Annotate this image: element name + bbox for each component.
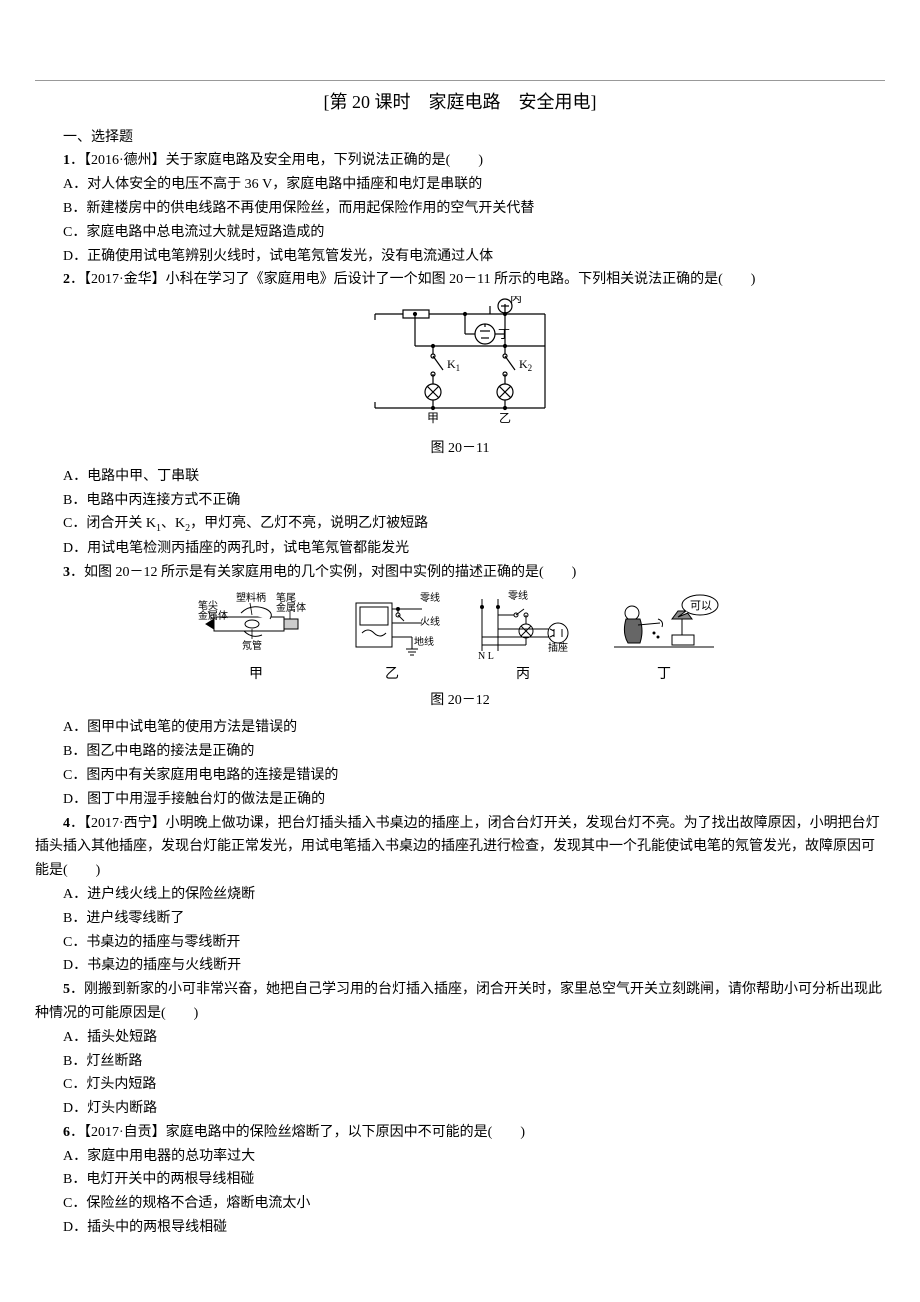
q5-stem: 5．刚搬到新家的小可非常兴奋，她把自己学习用的台灯插入插座，闭合开关时，家里总空… xyxy=(35,978,885,1026)
lbl-nl: N L xyxy=(478,651,494,661)
q4-D: D．书桌边的插座与火线断开 xyxy=(35,954,885,978)
label-ding: 丁 xyxy=(498,327,510,341)
q1-A: A．对人体安全的电压不高于 36 V，家庭电路中插座和电灯是串联的 xyxy=(35,173,885,197)
q3-rendered: ．如图 20－12 所示是有关家庭用电的几个实例，对图中实例的描述正确的是( ) xyxy=(70,565,576,580)
label-bing: 丙 xyxy=(510,296,522,305)
label-k2: K2 xyxy=(519,357,532,373)
label-yi: 乙 xyxy=(499,411,511,425)
q4-rendered: ．【2017·西宁】小明晚上做功课，把台灯插头插入书桌边的插座上，闭合台灯开关，… xyxy=(35,816,880,879)
sublabel-yi: 乙 xyxy=(385,663,399,687)
sublabel-bing: 丙 xyxy=(516,663,530,687)
q3-D: D．图丁中用湿手接触台灯的做法是正确的 xyxy=(35,788,885,812)
q1-B: B．新建楼房中的供电线路不再使用保险丝，而用起保险作用的空气开关代替 xyxy=(35,197,885,221)
lbl-ling-b: 零线 xyxy=(420,591,440,604)
fig-ding: 可以 丁 xyxy=(604,589,724,687)
page-title: [第 20 课时 家庭电路 安全用电] xyxy=(35,87,885,118)
q5-A: A．插头处短路 xyxy=(35,1026,885,1050)
q2-rendered: ．【2017·金华】小科在学习了《家庭用电》后设计了一个如图 20－11 所示的… xyxy=(70,272,755,287)
fig-bing: 零线 N L 插座 丙 xyxy=(468,589,578,687)
q6-D: D．插头中的两根导线相碰 xyxy=(35,1216,885,1240)
section-header-1: 一、选择题 xyxy=(35,126,885,150)
q3-B: B．图乙中电路的接法是正确的 xyxy=(35,740,885,764)
q4-A: A．进户线火线上的保险丝烧断 xyxy=(35,883,885,907)
lbl-jinshuti2: 金属体 xyxy=(276,601,306,614)
q5-C: C．灯头内短路 xyxy=(35,1073,885,1097)
q1-stem: 11．【2016·德州】关于家庭电路及安全用电，下列说法正确的是( )．【201… xyxy=(35,149,885,173)
fig-20-12-caption: 图 20－12 xyxy=(35,689,885,713)
q3-num: 3 xyxy=(63,565,70,580)
q2-A: A．电路中甲、丁串联 xyxy=(35,465,885,489)
q2-D: D．用试电笔检测丙插座的两孔时，试电笔氖管都能发光 xyxy=(35,537,885,561)
figure-20-11: 丙 丁 K1 K2 甲 乙 图 20－11 xyxy=(35,296,885,461)
q2-num: 2 xyxy=(63,272,70,287)
q6-A: A．家庭中用电器的总功率过大 xyxy=(35,1145,885,1169)
q5-B: B．灯丝断路 xyxy=(35,1050,885,1074)
sublabel-ding: 丁 xyxy=(657,663,671,687)
q6-stem: 6．【2017·自贡】家庭电路中的保险丝熔断了，以下原因中不可能的是( ) xyxy=(35,1121,885,1145)
q2-stem: 2．【2017·金华】小科在学习了《家庭用电》后设计了一个如图 20－11 所示… xyxy=(35,268,885,292)
circuit-svg-20-11: 丙 丁 K1 K2 甲 乙 xyxy=(355,296,565,426)
q4-num: 4 xyxy=(63,816,70,831)
q4-stem: 4．【2017·西宁】小明晚上做功课，把台灯插头插入书桌边的插座上，闭合台灯开关… xyxy=(35,812,885,883)
q2-C: C．闭合开关 K1、K2，甲灯亮、乙灯不亮，说明乙灯被短路 xyxy=(35,512,885,537)
q5-num: 5 xyxy=(63,982,70,997)
q3-stem: 3．如图 20－12 所示是有关家庭用电的几个实例，对图中实例的描述正确的是( … xyxy=(35,561,885,585)
lbl-keyi: 可以 xyxy=(690,600,712,612)
q6-rendered: ．【2017·自贡】家庭电路中的保险丝熔断了，以下原因中不可能的是( ) xyxy=(70,1125,525,1140)
q1-C: C．家庭电路中总电流过大就是短路造成的 xyxy=(35,221,885,245)
q1-num: 1 xyxy=(63,153,70,168)
figure-20-12: 笔尖 金属体 塑料柄 笔尾 金属体 氖管 甲 xyxy=(35,589,885,713)
q1-D: D．正确使用试电笔辨别火线时，试电笔氖管发光，没有电流通过人体 xyxy=(35,245,885,269)
q1-rendered: ．【2016·德州】关于家庭电路及安全用电，下列说法正确的是( ) xyxy=(70,153,483,168)
q3-A: A．图甲中试电笔的使用方法是错误的 xyxy=(35,716,885,740)
top-divider xyxy=(35,80,885,81)
lbl-huo-b: 火线 xyxy=(420,615,440,628)
q6-B: B．电灯开关中的两根导线相碰 xyxy=(35,1168,885,1192)
lbl-ling-c: 零线 xyxy=(508,589,528,602)
lbl-neon: 氖管 xyxy=(242,639,262,652)
label-jia: 甲 xyxy=(427,411,439,425)
fig-jia: 笔尖 金属体 塑料柄 笔尾 金属体 氖管 甲 xyxy=(196,589,316,687)
lbl-di-b: 地线 xyxy=(414,635,434,648)
q5-rendered: ．刚搬到新家的小可非常兴奋，她把自己学习用的台灯插入插座，闭合开关时，家里总空气… xyxy=(35,982,882,1021)
fig-yi: 零线 火线 地线 乙 xyxy=(342,589,442,687)
sublabel-jia: 甲 xyxy=(249,663,263,687)
q3-C: C．图丙中有关家庭用电电路的连接是错误的 xyxy=(35,764,885,788)
q4-C: C．书桌边的插座与零线断开 xyxy=(35,931,885,955)
q4-B: B．进户线零线断了 xyxy=(35,907,885,931)
lbl-sliao: 塑料柄 xyxy=(236,591,266,604)
label-k1: K1 xyxy=(447,357,460,373)
q2-B: B．电路中丙连接方式不正确 xyxy=(35,489,885,513)
q6-C: C．保险丝的规格不合适，熔断电流太小 xyxy=(35,1192,885,1216)
lbl-jinshuti: 金属体 xyxy=(198,609,228,622)
q6-num: 6 xyxy=(63,1125,70,1140)
q5-D: D．灯头内断路 xyxy=(35,1097,885,1121)
lbl-socket: 插座 xyxy=(548,641,568,654)
fig-20-11-caption: 图 20－11 xyxy=(35,437,885,461)
